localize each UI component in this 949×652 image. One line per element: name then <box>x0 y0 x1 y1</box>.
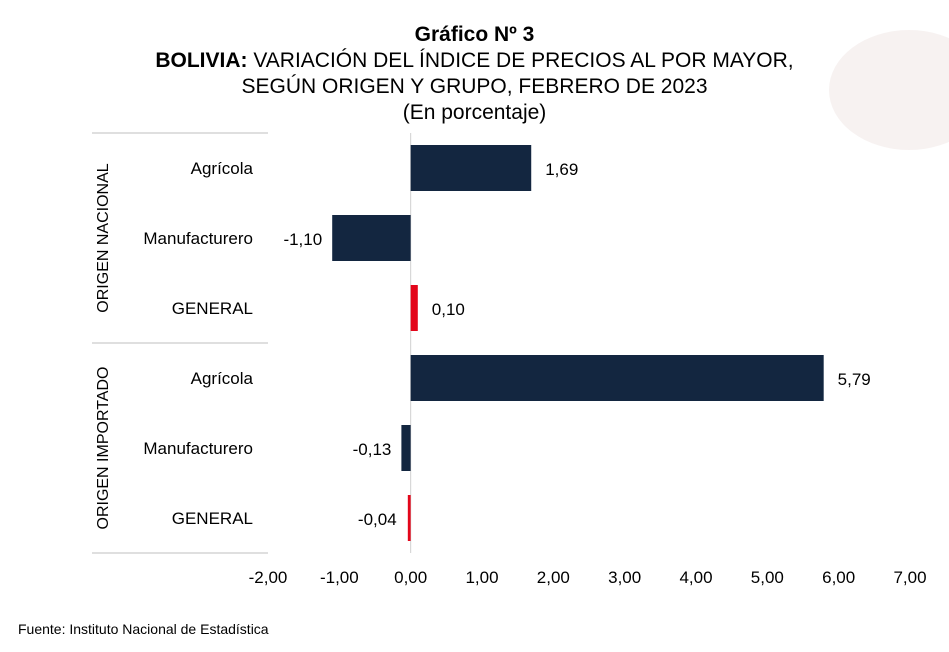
category-label: Manufacturero <box>143 439 253 458</box>
category-label: Manufacturero <box>143 229 253 248</box>
data-label: -1,10 <box>283 230 322 249</box>
data-label: -0,13 <box>353 440 392 459</box>
x-tick-label: -2,00 <box>249 568 288 587</box>
data-label: 0,10 <box>432 300 465 319</box>
background-decoration <box>829 30 949 150</box>
x-tick-label: 6,00 <box>822 568 855 587</box>
x-tick-label: 0,00 <box>394 568 427 587</box>
bar <box>410 145 532 191</box>
chart-subtitle: BOLIVIA: VARIACIÓN DEL ÍNDICE DE PRECIOS… <box>0 48 949 74</box>
category-label: GENERAL <box>172 509 253 528</box>
chart-unit: (En porcentaje) <box>402 101 547 124</box>
source-note: Fuente: Instituto Nacional de Estadístic… <box>18 621 269 637</box>
data-label: 1,69 <box>545 160 578 179</box>
bar <box>410 355 824 401</box>
data-label: -0,04 <box>358 510 397 529</box>
x-tick-label: 1,00 <box>465 568 498 587</box>
x-tick-label: 4,00 <box>679 568 712 587</box>
category-label: GENERAL <box>172 299 253 318</box>
x-tick-label: 2,00 <box>537 568 570 587</box>
x-tick-label: -1,00 <box>320 568 359 587</box>
x-tick-label: 3,00 <box>608 568 641 587</box>
subtitle-text: VARIACIÓN DEL ÍNDICE DE PRECIOS AL POR M… <box>247 49 794 72</box>
category-label: Agrícola <box>191 369 254 388</box>
bar <box>407 495 411 541</box>
chart-title-block: Gráfico Nº 3 BOLIVIA: VARIACIÓN DEL ÍNDI… <box>0 22 949 126</box>
category-label: Agrícola <box>191 159 254 178</box>
bar <box>410 285 418 331</box>
group-label: ORIGEN IMPORTADO <box>95 367 112 530</box>
data-label: 5,79 <box>838 370 871 389</box>
chart-title: Gráfico Nº 3 <box>414 23 535 46</box>
x-tick-label: 7,00 <box>893 568 926 587</box>
x-tick-label: 5,00 <box>751 568 784 587</box>
chart-subtitle-line2: SEGÚN ORIGEN Y GRUPO, FEBRERO DE 2023 <box>241 75 708 98</box>
bar <box>332 215 411 261</box>
bar <box>401 425 411 471</box>
subtitle-country: BOLIVIA: <box>155 49 248 72</box>
group-label: ORIGEN NACIONAL <box>95 163 112 312</box>
